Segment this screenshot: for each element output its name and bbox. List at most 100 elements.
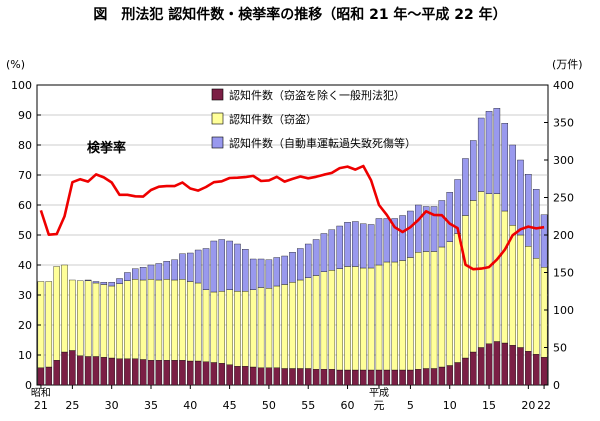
bar-segment [525,351,532,386]
clearance-rate-label: 検挙率 [87,140,126,156]
y-right-tick-label: 150 [553,267,574,280]
bar-segment [139,279,147,360]
bar-segment [304,277,312,369]
bar-segment [218,363,225,386]
bar-segment [477,347,485,386]
y-right-unit: (万件) [552,58,583,71]
bar-segment [360,369,367,386]
bar-segment [352,221,359,267]
x-tick-label: 10 [443,399,457,412]
bar-segment [139,267,147,281]
bar-segment [53,360,60,386]
bar-segment [124,280,131,359]
bar-segment [37,367,45,386]
bar-segment [226,364,233,386]
bar-segment [336,225,343,269]
bar-segment [446,241,453,366]
bar-segment [100,282,108,285]
bar-segment [312,275,320,370]
bar-segment [234,243,241,292]
bar-segment [540,267,548,358]
bar-segment [45,281,53,368]
rate-line [39,164,545,271]
bar-segment [179,360,186,386]
y-left-tick-label: 20 [18,319,32,332]
bar-segment [297,248,304,281]
bar-segment [470,351,477,386]
bar-segment [509,225,516,346]
bar-segment [132,279,139,359]
bar-segment [391,369,398,386]
y-left-tick-label: 50 [18,229,32,242]
bar-segment [108,285,115,359]
bar-segment [422,368,430,386]
bar-segment [383,218,391,263]
bar-segment [61,264,68,353]
bar-segment [187,281,194,362]
bar-segment [367,224,375,269]
bar-segment [517,159,524,236]
bar-segment [163,279,170,361]
bar-segment [84,356,92,386]
legend-label: 認知件数（窃盗） [229,112,317,126]
bar-segment [202,289,210,362]
bar-segment [147,360,155,386]
x-tick-label: 55 [301,399,315,412]
y-left-unit: (%) [6,58,25,71]
bar-segment [171,360,178,386]
bar-segment [375,218,383,266]
bar-segment [187,252,194,282]
bar-segment [147,279,155,361]
bar-segment [470,200,477,353]
bar-segment [132,358,139,386]
bar-segment [501,210,509,344]
bar-segment [367,369,375,386]
bar-segment [281,368,288,386]
bar-segment [163,360,170,386]
bar-segment [265,288,273,368]
x-tick-label: 60 [341,399,355,412]
y-right-tick-label: 0 [553,379,560,392]
bar-segment [155,360,163,386]
y-left-tick-label: 40 [18,259,32,272]
era-label-heisei: 平成 [369,387,389,399]
bar-segment [407,210,414,258]
bar-segment [289,368,296,386]
bar-segment [171,279,178,361]
bar-segment [446,192,453,242]
bar-segment [84,280,92,357]
bar-segment [242,366,249,386]
bar-segment [540,214,548,268]
bar-segment [194,282,202,362]
bar-segment [462,158,469,216]
bar-segment [336,268,343,371]
legend-swatch [211,112,224,125]
x-tick-label: 35 [144,399,158,412]
bar-segment [312,239,320,276]
bar-segment [210,240,218,293]
bar-segment [242,249,249,292]
bar-segment [179,279,186,361]
bar-segment [249,289,257,368]
bar-segment [116,358,123,386]
bar-segment [328,229,336,271]
y-left-tick-label: 30 [18,289,32,302]
bar-segment [147,264,155,280]
bar-segment [493,193,501,342]
bar-segment [92,282,100,357]
bar-segment [430,251,438,369]
bar-segment [383,261,391,371]
bar-segment [179,253,186,280]
y-right-tick-label: 300 [553,154,574,167]
x-tick-label: 22 [537,399,551,412]
bar-segment [84,279,92,281]
bar-segment [328,369,336,386]
y-left-tick-label: 70 [18,169,32,182]
legend-swatch [211,88,224,101]
bar-segment [108,282,115,287]
bar-segment [509,345,516,386]
y-left-tick-label: 80 [18,139,32,152]
bar-segment [525,174,532,247]
bar-segment [532,189,540,259]
bar-segment [540,357,548,386]
